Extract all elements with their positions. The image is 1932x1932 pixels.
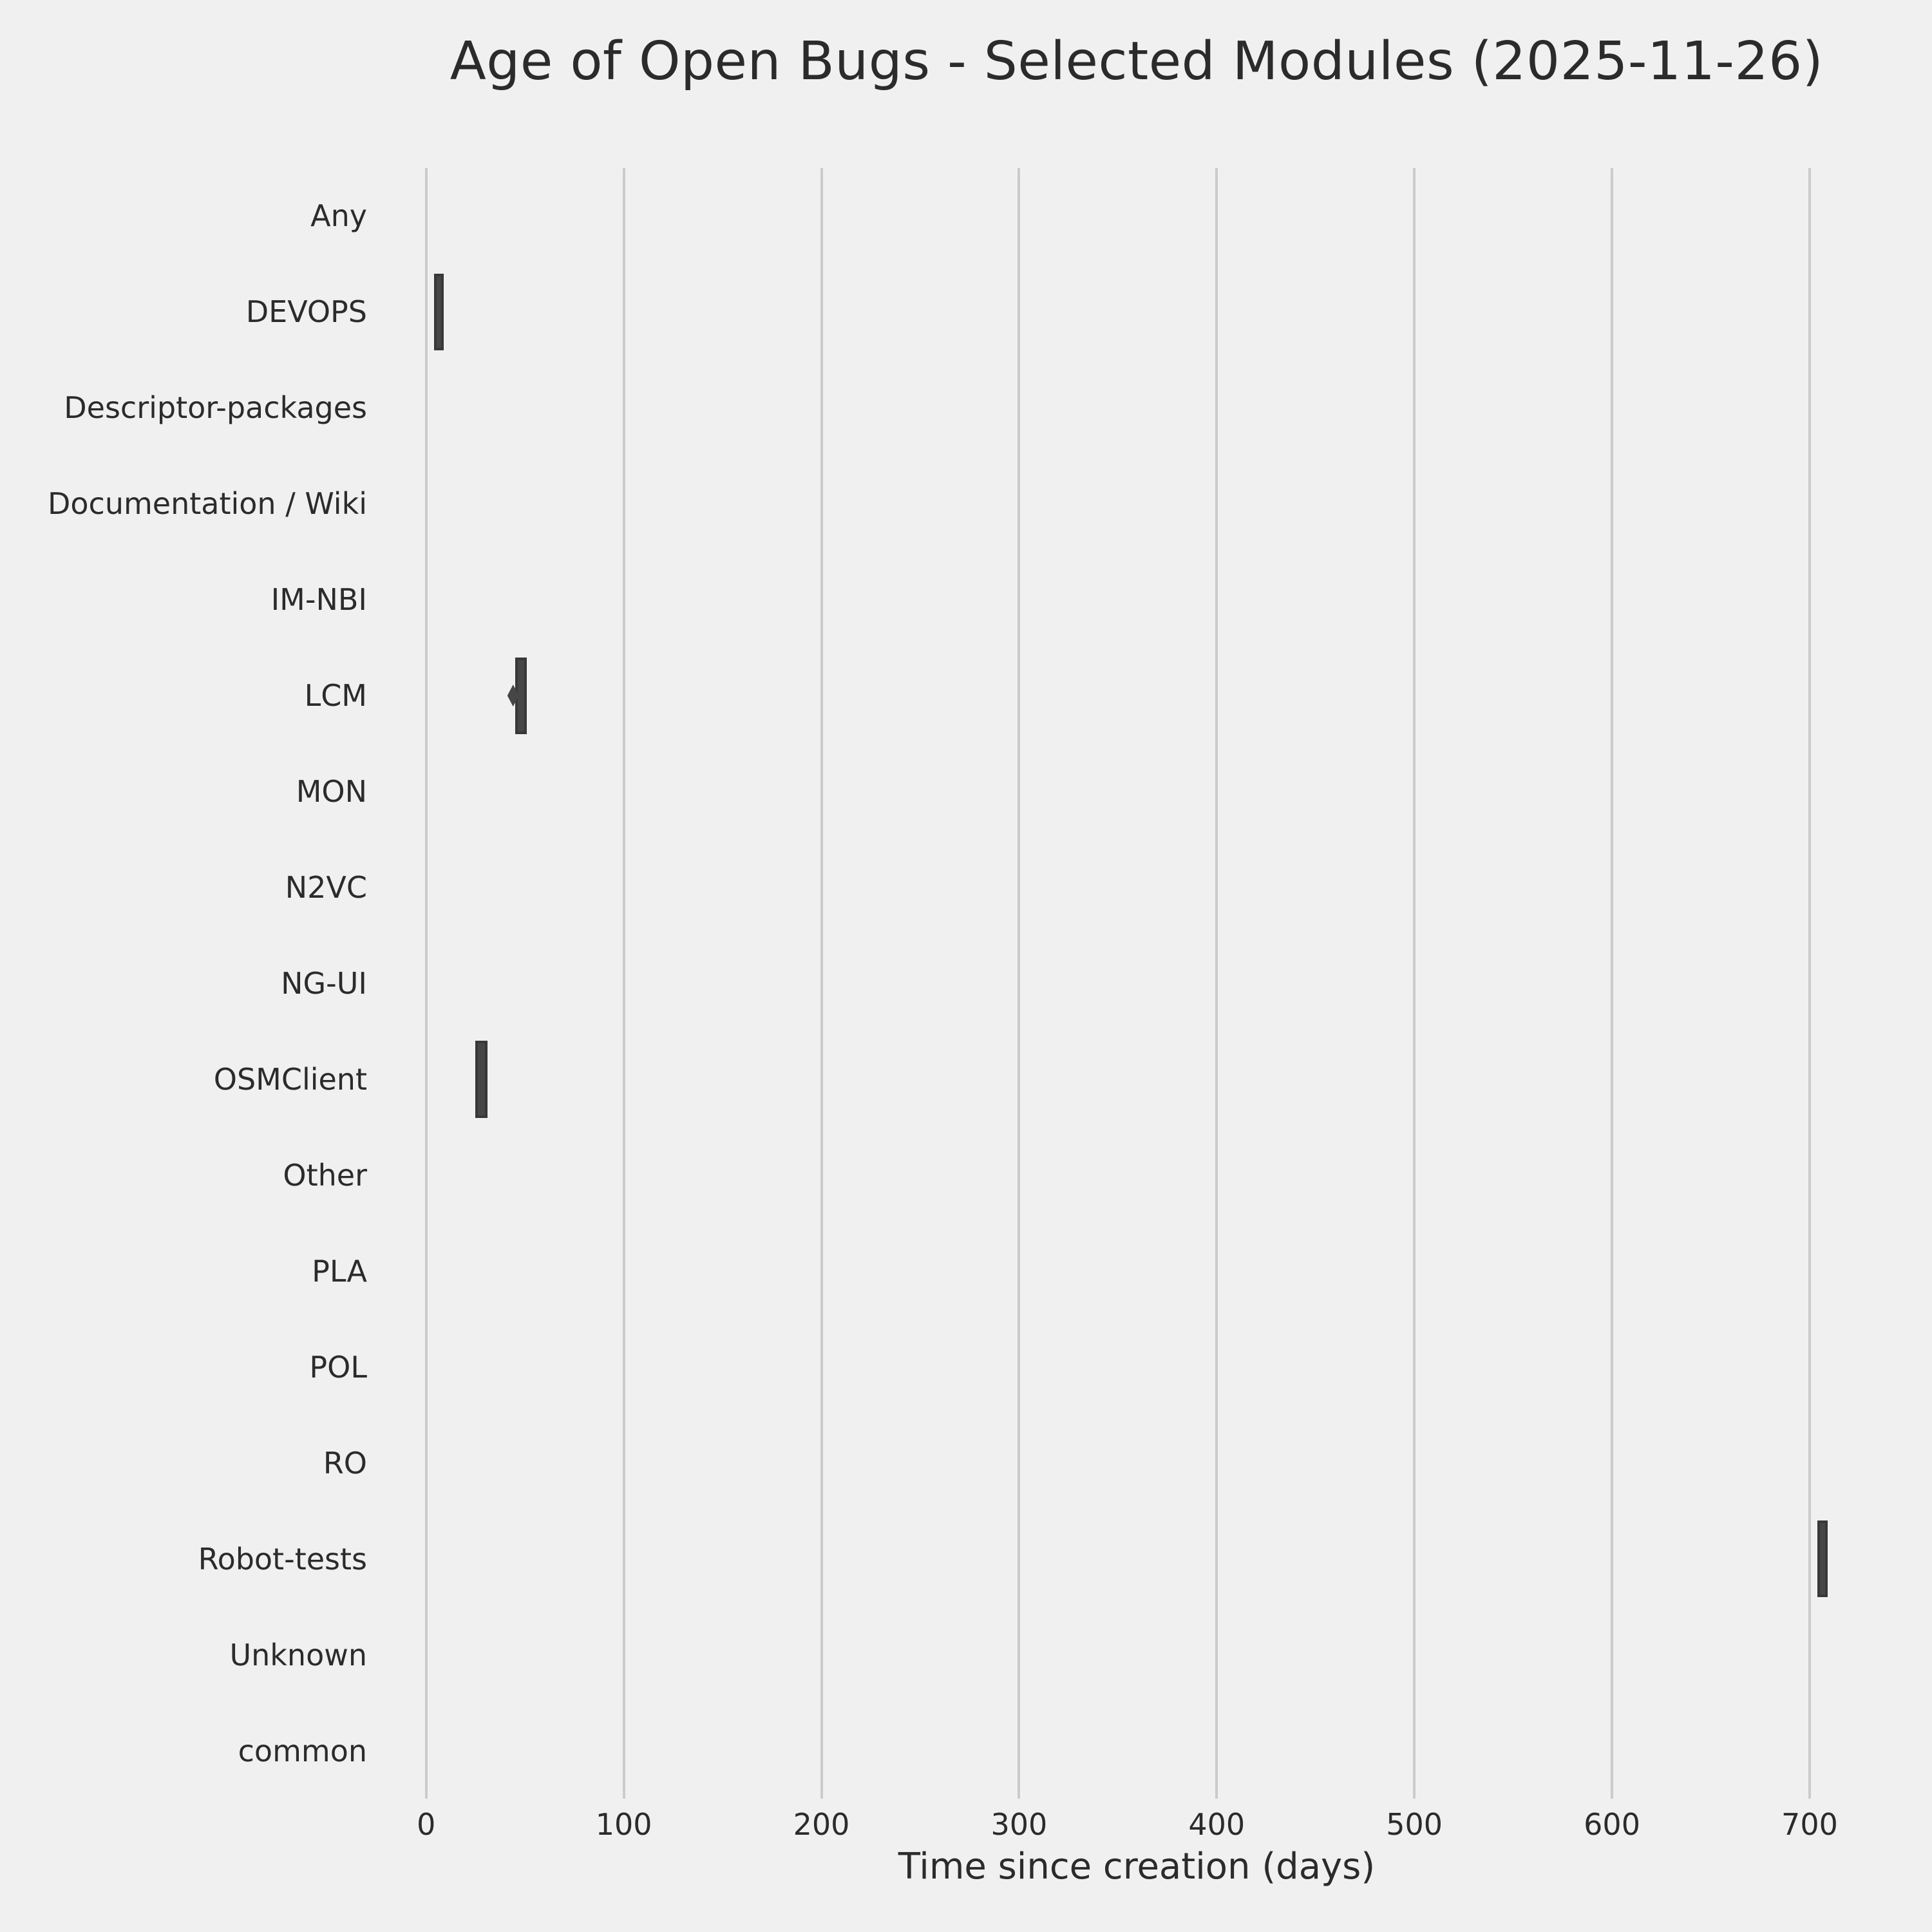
y-axis-label-documentation-wiki: Documentation / Wiki	[47, 486, 367, 522]
gridline-x-500	[1413, 168, 1416, 1799]
x-tick-label-500: 500	[1386, 1807, 1443, 1842]
gridline-x-200	[820, 168, 823, 1799]
chart-title: Age of Open Bugs - Selected Modules (202…	[450, 31, 1824, 92]
x-tick-label-100: 100	[595, 1807, 652, 1842]
gridline-x-0	[424, 168, 428, 1799]
y-axis-label-lcm: LCM	[304, 678, 367, 714]
box-robot-tests	[1817, 1520, 1828, 1598]
x-tick-label-200: 200	[793, 1807, 850, 1842]
y-axis-label-osmclient: OSMClient	[213, 1061, 367, 1097]
y-axis-label-other: Other	[283, 1157, 367, 1193]
y-axis-label-ng-ui: NG-UI	[281, 965, 367, 1001]
box-osmclient	[475, 1041, 488, 1118]
x-tick-label-400: 400	[1188, 1807, 1245, 1842]
y-axis-label-common: common	[238, 1733, 367, 1768]
y-axis-label-n2vc: N2VC	[285, 870, 367, 905]
x-tick-label-700: 700	[1781, 1807, 1838, 1842]
y-axis-label-robot-tests: Robot-tests	[198, 1541, 367, 1577]
y-axis-label-ro: RO	[323, 1445, 367, 1481]
y-axis-label-devops: DEVOPS	[245, 294, 367, 330]
gridline-x-100	[622, 168, 625, 1799]
y-axis-label-pol: POL	[309, 1349, 367, 1385]
box-devops	[433, 273, 444, 350]
y-axis-label-unknown: Unknown	[229, 1637, 367, 1672]
gridline-x-600	[1611, 168, 1614, 1799]
y-axis-label-any: Any	[310, 198, 367, 234]
x-tick-label-300: 300	[990, 1807, 1048, 1842]
y-axis-label-descriptor-packages: Descriptor-packages	[64, 390, 367, 426]
x-tick-label-600: 600	[1584, 1807, 1640, 1842]
y-axis-label-im-nbi: IM-NBI	[270, 582, 367, 618]
gridline-x-300	[1018, 168, 1021, 1799]
y-axis-label-pla: PLA	[312, 1253, 367, 1289]
x-tick-label-0: 0	[417, 1807, 436, 1842]
x-axis-title: Time since creation (days)	[898, 1846, 1376, 1888]
gridline-x-400	[1215, 168, 1218, 1799]
gridline-x-700	[1808, 168, 1811, 1799]
y-axis-label-mon: MON	[296, 774, 367, 810]
outlier-diamond-lcm	[507, 685, 519, 707]
